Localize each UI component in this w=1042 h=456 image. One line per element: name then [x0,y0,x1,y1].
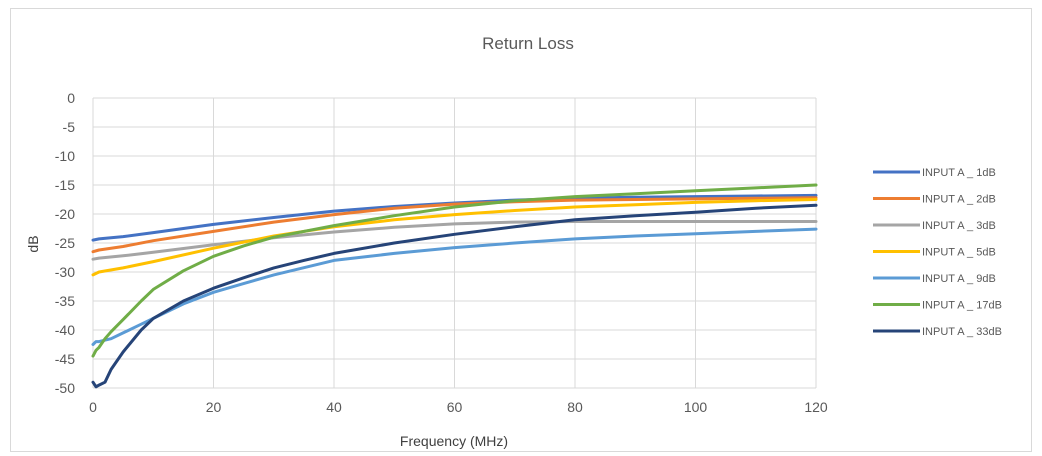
x-tick-label: 80 [567,399,583,415]
y-tick-label: -30 [55,264,75,280]
y-tick-label: -35 [55,293,75,309]
legend: INPUT A _ 1dB INPUT A _ 2dB INPUT A _ 3dB I… [873,167,1002,338]
legend-label-0: INPUT A _ 1dB [922,167,996,179]
x-tick-label: 60 [447,399,463,415]
grid-layer [92,97,817,389]
y-tick-label: -15 [55,177,75,193]
axis-layer: 0 -5 -10 -15 -20 -25 -30 -35 -40 -45 -50 0 20 40 60 80 1… [55,90,828,415]
chart-title: Return Loss [482,34,574,53]
x-axis-label: Frequency (MHz) [400,433,508,449]
legend-label-5: INPUT A _ 17dB [922,300,1002,312]
series-line-1 [91,196,818,254]
legend-label-2: INPUT A _ 3dB [922,220,996,232]
y-tick-label: -5 [63,119,76,135]
y-tick-label: 0 [67,90,75,106]
series-line-2 [91,220,818,261]
y-axis-label: dB [25,235,41,252]
chart-frame [10,8,1032,452]
legend-label-6: INPUT A _ 33dB [922,326,1002,338]
series-line-6 [91,203,818,389]
legend-label-3: INPUT A _ 5dB [922,247,996,259]
y-tick-label: -25 [55,235,75,251]
series-line-5 [91,183,818,358]
legend-label-1: INPUT A _ 2dB [922,194,996,206]
series-line-0 [91,193,818,242]
legend-label-4: INPUT A _ 9dB [922,273,996,285]
y-tick-label: -40 [55,322,75,338]
x-tick-label: 120 [804,399,828,415]
y-tick-label: -50 [55,380,75,396]
y-tick-label: -20 [55,206,75,222]
x-tick-label: 40 [326,399,342,415]
x-tick-label: 20 [206,399,222,415]
x-tick-label: 100 [684,399,708,415]
series-line-4 [91,227,818,346]
y-tick-label: -10 [55,148,75,164]
series-line-3 [91,198,818,277]
series-layer [91,183,818,389]
x-tick-label: 0 [89,399,97,415]
y-tick-label: -45 [55,351,75,367]
